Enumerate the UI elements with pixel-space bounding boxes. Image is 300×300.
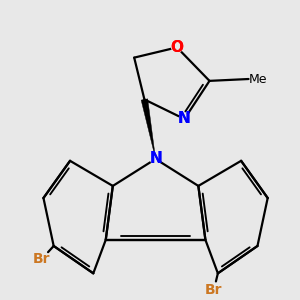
Text: N: N [149,152,162,166]
Text: N: N [149,152,162,166]
Text: N: N [178,112,191,127]
Text: Me: Me [248,73,267,85]
Circle shape [179,114,190,124]
Circle shape [150,154,161,164]
Circle shape [172,42,182,52]
Text: Br: Br [205,284,223,298]
Text: O: O [170,40,184,55]
Text: N: N [178,112,191,127]
Text: O: O [170,40,184,55]
Text: Br: Br [33,252,50,266]
Polygon shape [141,99,156,159]
